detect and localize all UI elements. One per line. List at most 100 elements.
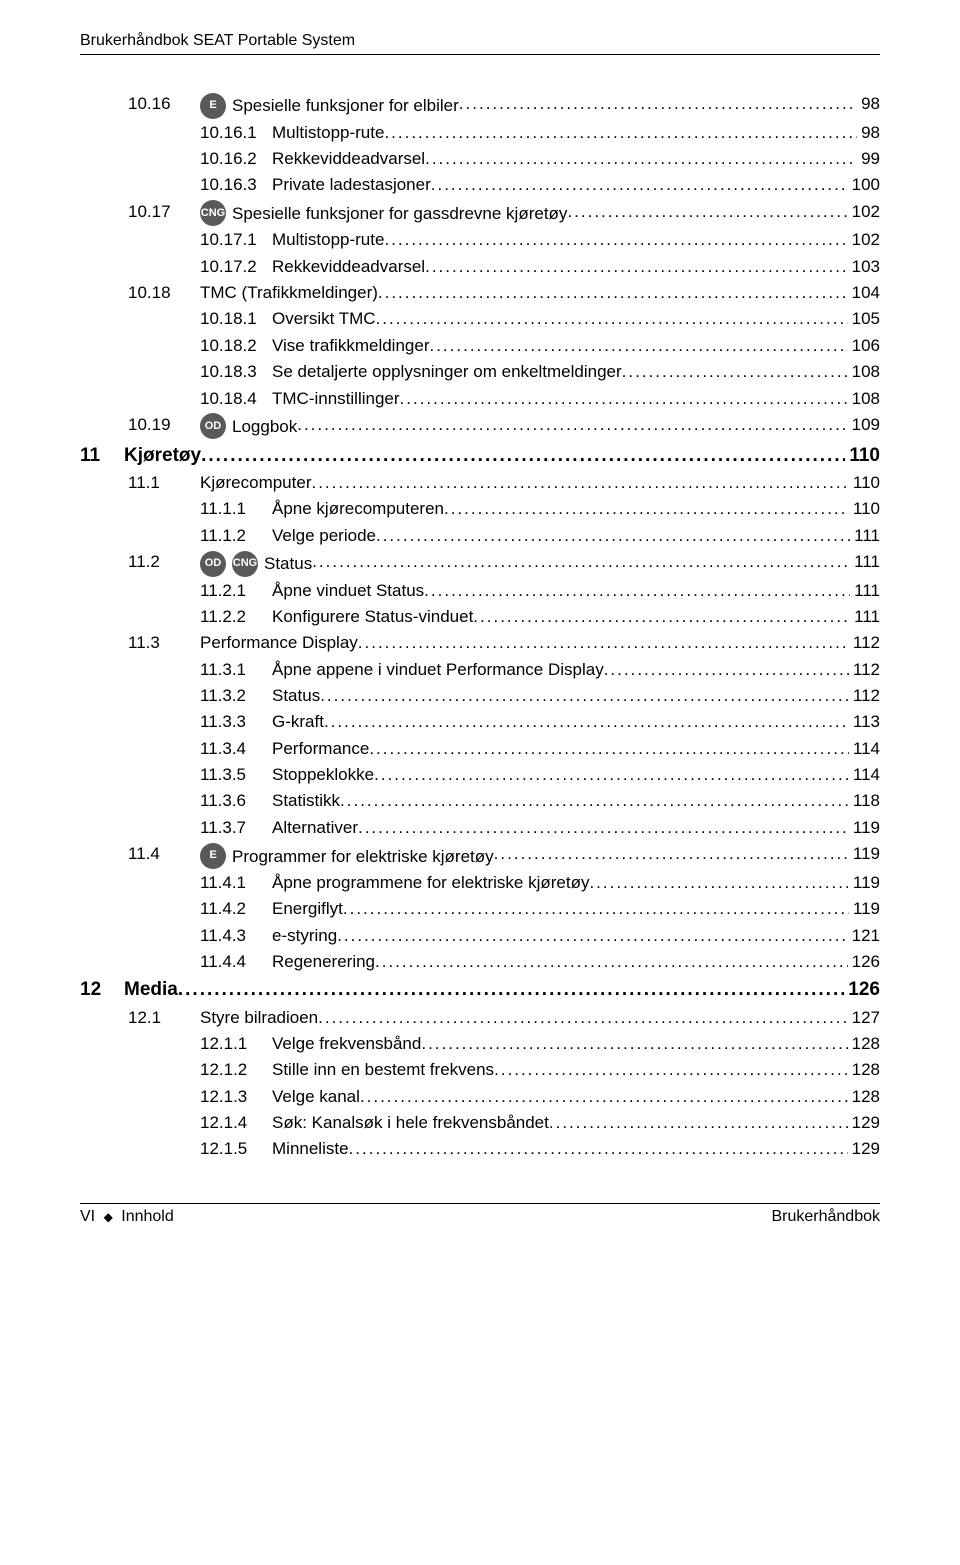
toc-entry-title-text: Velge frekvensbånd xyxy=(272,1034,421,1053)
toc-entry[interactable]: 10.18.4 TMC-innstillinger108 xyxy=(80,386,880,412)
toc-entry-number: 12.1.3 xyxy=(200,1084,272,1110)
toc-entry[interactable]: 10.16.1 Multistopp-rute98 xyxy=(80,120,880,146)
toc-entry-title: Søk: Kanalsøk i hele frekvensbåndet xyxy=(272,1110,549,1136)
toc-entry[interactable]: 12.1 Styre bilradioen127 xyxy=(80,1005,880,1031)
toc-entry[interactable]: 10.18.2 Vise trafikkmeldinger106 xyxy=(80,333,880,359)
toc-leader-dots xyxy=(343,896,849,922)
toc-entry-page: 119 xyxy=(849,896,880,922)
toc-entry-page: 112 xyxy=(849,683,880,709)
toc-leader-dots xyxy=(431,172,848,198)
toc-entry-title-text: Stille inn en bestemt frekvens xyxy=(272,1060,494,1079)
footer-left: VI ◆ Innhold xyxy=(80,1208,174,1226)
toc-entry[interactable]: 11 Kjøretøy110 xyxy=(80,441,880,470)
toc-entry[interactable]: 10.18.1 Oversikt TMC105 xyxy=(80,306,880,332)
toc-leader-dots xyxy=(425,146,857,172)
toc-entry-title: Alternativer xyxy=(272,815,358,841)
toc-leader-dots xyxy=(425,254,848,280)
toc-entry[interactable]: 11.2.2 Konfigurere Status-vinduet111 xyxy=(80,604,880,630)
toc-entry[interactable]: 12 Media126 xyxy=(80,975,880,1004)
toc-entry[interactable]: 11.4.3 e-styring121 xyxy=(80,923,880,949)
toc-entry-title-text: Status xyxy=(272,686,320,705)
toc-entry-title-text: Konfigurere Status-vinduet xyxy=(272,607,473,626)
toc-entry-page: 111 xyxy=(850,549,880,575)
toc-entry-title-text: Media xyxy=(124,979,178,1000)
toc-entry-page: 98 xyxy=(857,120,880,146)
toc-entry-title: Energiflyt xyxy=(272,896,343,922)
toc-entry[interactable]: 11.3.3 G-kraft113 xyxy=(80,709,880,735)
toc-entry-title: E Programmer for elektriske kjøretøy xyxy=(200,844,494,870)
toc-entry[interactable]: 11.3.7 Alternativer119 xyxy=(80,815,880,841)
toc-entry-number: 11 xyxy=(80,441,124,470)
toc-entry-title: Velge periode xyxy=(272,523,376,549)
toc-leader-dots xyxy=(400,386,848,412)
toc-entry-title-text: Oversikt TMC xyxy=(272,309,376,328)
toc-entry[interactable]: 11.4.1 Åpne programmene for elektriske k… xyxy=(80,870,880,896)
toc-entry-page: 98 xyxy=(857,91,880,117)
toc-entry-title: Åpne appene i vinduet Performance Displa… xyxy=(272,657,604,683)
toc-entry-page: 112 xyxy=(849,630,880,656)
table-of-contents: 10.16E Spesielle funksjoner for elbiler9… xyxy=(80,91,880,1163)
toc-entry-page: 102 xyxy=(848,199,880,225)
toc-entry[interactable]: 11.1.1 Åpne kjørecomputeren110 xyxy=(80,496,880,522)
toc-entry[interactable]: 11.3.5 Stoppeklokke114 xyxy=(80,762,880,788)
toc-entry[interactable]: 11.2ODCNG Status111 xyxy=(80,549,880,578)
toc-entry-page: 112 xyxy=(849,657,880,683)
toc-entry[interactable]: 12.1.4 Søk: Kanalsøk i hele frekvensbånd… xyxy=(80,1110,880,1136)
toc-entry-number: 10.16.2 xyxy=(200,146,272,172)
toc-entry-title: Private ladestasjoner xyxy=(272,172,431,198)
toc-entry-page: 114 xyxy=(849,762,880,788)
toc-entry[interactable]: 10.19OD Loggbok109 xyxy=(80,412,880,441)
toc-entry[interactable]: 11.1.2 Velge periode111 xyxy=(80,523,880,549)
toc-entry-title: Se detaljerte opplysninger om enkeltmeld… xyxy=(272,359,622,385)
toc-leader-dots xyxy=(358,815,849,841)
toc-entry-page: 111 xyxy=(850,604,880,630)
toc-entry-title-text: e-styring xyxy=(272,926,337,945)
toc-entry[interactable]: 12.1.3 Velge kanal128 xyxy=(80,1084,880,1110)
toc-entry[interactable]: 11.3 Performance Display112 xyxy=(80,630,880,656)
toc-entry-title-text: Kjørecomputer xyxy=(200,473,311,492)
toc-entry[interactable]: 11.3.4 Performance114 xyxy=(80,736,880,762)
toc-entry[interactable]: 11.3.2 Status112 xyxy=(80,683,880,709)
toc-entry-page: 106 xyxy=(848,333,880,359)
toc-entry[interactable]: 11.1 Kjørecomputer110 xyxy=(80,470,880,496)
toc-entry[interactable]: 11.2.1 Åpne vinduet Status111 xyxy=(80,578,880,604)
toc-entry[interactable]: 12.1.5 Minneliste129 xyxy=(80,1136,880,1162)
toc-entry-page: 119 xyxy=(849,841,880,867)
toc-leader-dots xyxy=(376,306,848,332)
toc-entry-page: 105 xyxy=(848,306,880,332)
toc-entry[interactable]: 10.17CNG Spesielle funksjoner for gassdr… xyxy=(80,199,880,228)
toc-entry-number: 12.1.4 xyxy=(200,1110,272,1136)
toc-entry-title: Oversikt TMC xyxy=(272,306,376,332)
toc-entry[interactable]: 11.4.2 Energiflyt 119 xyxy=(80,896,880,922)
toc-entry-page: 102 xyxy=(848,227,880,253)
toc-leader-dots xyxy=(473,604,850,630)
toc-entry[interactable]: 10.18 TMC (Trafikkmeldinger)104 xyxy=(80,280,880,306)
toc-entry[interactable]: 11.3.6 Statistikk118 xyxy=(80,788,880,814)
toc-entry[interactable]: 10.16.3 Private ladestasjoner100 xyxy=(80,172,880,198)
toc-entry-title-text: Søk: Kanalsøk i hele frekvensbåndet xyxy=(272,1113,549,1132)
toc-entry-number: 11.4.2 xyxy=(200,896,272,922)
toc-leader-dots xyxy=(360,1084,848,1110)
toc-entry-title-text: Velge periode xyxy=(272,526,376,545)
toc-entry-title: Stille inn en bestemt frekvens xyxy=(272,1057,494,1083)
toc-entry[interactable]: 10.18.3 Se detaljerte opplysninger om en… xyxy=(80,359,880,385)
toc-entry-title-text: Performance xyxy=(272,739,369,758)
toc-entry-number: 11.3.7 xyxy=(200,815,272,841)
toc-entry[interactable]: 11.4.4 Regenerering126 xyxy=(80,949,880,975)
toc-entry-title: G-kraft xyxy=(272,709,324,735)
toc-leader-dots xyxy=(444,496,849,522)
toc-entry[interactable]: 10.16.2 Rekkeviddeadvarsel99 xyxy=(80,146,880,172)
toc-entry-title: Minneliste xyxy=(272,1136,349,1162)
toc-entry-title: Åpne vinduet Status xyxy=(272,578,424,604)
toc-entry-title-text: Spesielle funksjoner for gassdrevne kjør… xyxy=(232,201,567,227)
toc-entry[interactable]: 10.16E Spesielle funksjoner for elbiler9… xyxy=(80,91,880,120)
toc-entry[interactable]: 12.1.1 Velge frekvensbånd128 xyxy=(80,1031,880,1057)
toc-entry[interactable]: 11.4E Programmer for elektriske kjøretøy… xyxy=(80,841,880,870)
toc-entry[interactable]: 10.17.1 Multistopp-rute102 xyxy=(80,227,880,253)
toc-entry-title-text: Private ladestasjoner xyxy=(272,175,431,194)
toc-entry[interactable]: 11.3.1 Åpne appene i vinduet Performance… xyxy=(80,657,880,683)
toc-entry[interactable]: 12.1.2 Stille inn en bestemt frekvens128 xyxy=(80,1057,880,1083)
toc-entry-title-text: Energiflyt xyxy=(272,899,343,918)
toc-entry[interactable]: 10.17.2 Rekkeviddeadvarsel103 xyxy=(80,254,880,280)
toc-entry-title: Åpne programmene for elektriske kjøretøy xyxy=(272,870,589,896)
